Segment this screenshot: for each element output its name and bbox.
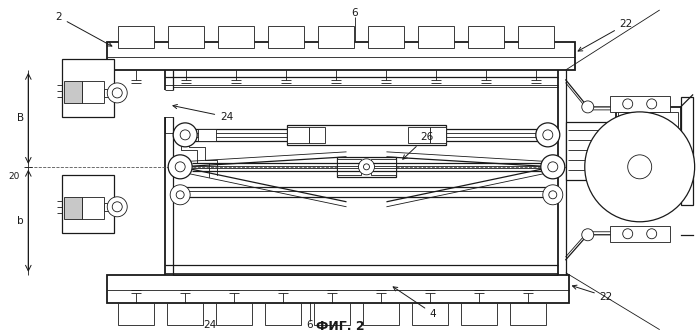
- Text: 24: 24: [173, 105, 233, 122]
- Bar: [408, 127, 431, 143]
- Circle shape: [581, 101, 594, 113]
- Circle shape: [628, 155, 652, 179]
- Bar: [616, 107, 681, 195]
- Circle shape: [623, 99, 632, 109]
- Bar: [336, 159, 362, 175]
- Circle shape: [536, 123, 560, 147]
- Circle shape: [364, 164, 369, 170]
- Circle shape: [581, 229, 594, 241]
- Text: 20: 20: [8, 172, 20, 181]
- Bar: [104, 203, 112, 211]
- Text: 6: 6: [352, 8, 358, 18]
- Bar: [64, 197, 82, 219]
- Text: 6: 6: [306, 320, 313, 330]
- Bar: [107, 275, 569, 303]
- Bar: [431, 127, 447, 143]
- Bar: [314, 303, 350, 325]
- Bar: [336, 157, 396, 177]
- Circle shape: [623, 229, 632, 239]
- Bar: [363, 303, 399, 325]
- Circle shape: [112, 88, 122, 98]
- Bar: [268, 26, 304, 48]
- Bar: [104, 89, 112, 97]
- Circle shape: [549, 191, 557, 199]
- Bar: [371, 159, 396, 175]
- Bar: [64, 81, 82, 103]
- Circle shape: [168, 155, 192, 179]
- Bar: [168, 26, 204, 48]
- Bar: [368, 26, 404, 48]
- Bar: [510, 303, 546, 325]
- Bar: [518, 26, 554, 48]
- Bar: [610, 96, 669, 112]
- Text: 24: 24: [204, 320, 217, 330]
- Bar: [107, 42, 574, 70]
- Text: 2: 2: [55, 12, 112, 46]
- Bar: [82, 81, 104, 103]
- Circle shape: [112, 202, 122, 212]
- Circle shape: [543, 130, 553, 140]
- Circle shape: [170, 185, 190, 205]
- Circle shape: [175, 162, 185, 172]
- Bar: [265, 303, 301, 325]
- Bar: [618, 112, 678, 190]
- Circle shape: [647, 229, 657, 239]
- Circle shape: [359, 159, 374, 175]
- Text: b: b: [17, 216, 24, 226]
- Bar: [168, 303, 203, 325]
- Bar: [118, 303, 154, 325]
- Bar: [216, 303, 252, 325]
- Bar: [309, 127, 325, 143]
- Bar: [287, 125, 447, 145]
- Circle shape: [107, 197, 127, 217]
- Text: B: B: [17, 113, 24, 123]
- Bar: [318, 26, 354, 48]
- Circle shape: [585, 112, 695, 222]
- Bar: [218, 26, 254, 48]
- Circle shape: [173, 123, 197, 147]
- Bar: [461, 303, 497, 325]
- Text: ФИГ. 2: ФИГ. 2: [315, 320, 364, 333]
- Circle shape: [548, 162, 558, 172]
- Text: 22: 22: [578, 19, 633, 51]
- Text: 26: 26: [403, 132, 433, 159]
- Circle shape: [543, 185, 563, 205]
- Bar: [468, 26, 504, 48]
- Bar: [566, 122, 616, 180]
- Circle shape: [107, 83, 127, 103]
- Circle shape: [647, 99, 657, 109]
- Circle shape: [180, 130, 190, 140]
- Bar: [610, 226, 669, 242]
- Bar: [198, 129, 216, 141]
- Text: 4: 4: [393, 287, 436, 319]
- Bar: [287, 127, 309, 143]
- Text: 22: 22: [572, 285, 613, 302]
- Circle shape: [541, 155, 565, 179]
- Circle shape: [176, 191, 184, 199]
- Bar: [681, 97, 692, 205]
- Bar: [82, 197, 104, 219]
- Bar: [412, 303, 448, 325]
- Bar: [118, 26, 154, 48]
- Bar: [62, 175, 114, 233]
- Bar: [418, 26, 454, 48]
- Bar: [62, 59, 114, 117]
